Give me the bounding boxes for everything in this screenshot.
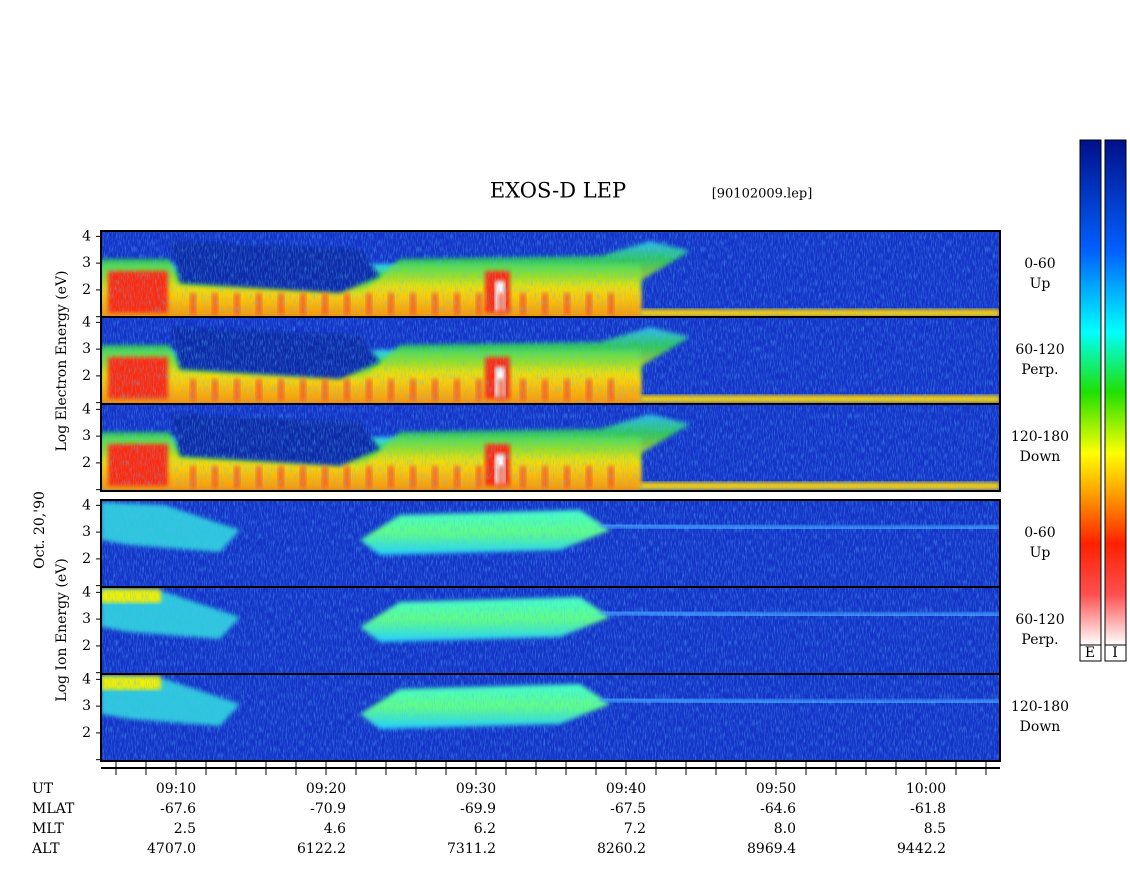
y-tick-label: 4	[82, 671, 91, 687]
speckle	[101, 587, 1000, 674]
speckle	[101, 231, 1000, 318]
panel-direction: Up	[1030, 276, 1051, 292]
y-tick-label: 2	[82, 638, 91, 654]
ephemeris-value: 8.0	[774, 821, 796, 837]
panel-direction: Perp.	[1021, 632, 1058, 648]
y-tick-label: 2	[82, 725, 91, 741]
spectrogram	[101, 587, 1000, 674]
panel: 4 3 2 120-180 Down	[82, 401, 1069, 492]
panel-frame	[100, 673, 1001, 762]
date-label: Oct. 20,'90	[32, 491, 48, 569]
colorbar-box	[1079, 644, 1102, 662]
y-tick-label: 4	[82, 314, 91, 330]
ion-axis-label: Log Ion Energy (eV)	[54, 558, 70, 701]
spectrogram	[101, 404, 1000, 491]
panel-angle: 120-180	[1011, 699, 1069, 715]
y-tick-label: 3	[82, 428, 91, 444]
spectrogram	[101, 317, 1000, 404]
electron-axis-label: Log Electron Energy (eV)	[54, 270, 70, 451]
y-tick-label: 4	[82, 584, 91, 600]
y-tick-label: 4	[82, 401, 91, 417]
y-tick-label: 2	[82, 282, 91, 298]
panel: 4 3 2 0-60 Up	[82, 228, 1056, 319]
ephemeris-value: -61.8	[910, 801, 946, 817]
ephemeris-value: 8969.4	[747, 841, 796, 857]
y-tick-label: 2	[82, 368, 91, 384]
spectrogram	[101, 674, 1000, 761]
ephemeris-value: 4707.0	[147, 841, 196, 857]
ephemeris-name: UT	[32, 781, 54, 797]
panel-direction: Up	[1030, 545, 1051, 561]
ephemeris-value: 6122.2	[297, 841, 346, 857]
x-tick-label: 09:10	[156, 781, 196, 797]
ephemeris-value: 2.5	[174, 821, 196, 837]
panel-direction: Perp.	[1021, 362, 1058, 378]
y-tick-label: 2	[82, 551, 91, 567]
panel-frame	[100, 403, 1001, 492]
ephemeris-value: -67.6	[160, 801, 196, 817]
x-tick-label: 09:50	[756, 781, 796, 797]
y-tick-label: 3	[82, 611, 91, 627]
ephemeris-value: -69.9	[460, 801, 496, 817]
x-tick-label: 09:30	[456, 781, 496, 797]
y-tick-label: 4	[82, 228, 91, 244]
panel-angle: 60-120	[1015, 612, 1064, 628]
colorbar	[1104, 139, 1127, 646]
panel-direction: Down	[1020, 449, 1061, 465]
ephemeris-name: ALT	[31, 841, 60, 857]
y-tick-label: 2	[82, 455, 91, 471]
panel-direction: Down	[1020, 719, 1061, 735]
ephemeris-name: MLAT	[32, 801, 75, 817]
spectrogram	[101, 500, 1000, 587]
title: EXOS-D LEP	[490, 179, 626, 203]
ephemeris-value: 4.6	[324, 821, 346, 837]
x-tick-label: 10:00	[906, 781, 946, 797]
ephemeris-value: 9442.2	[897, 841, 946, 857]
y-tick-label: 3	[82, 698, 91, 714]
ephemeris-name: MLT	[32, 821, 64, 837]
panel-angle: 120-180	[1011, 429, 1069, 445]
speckle	[101, 317, 1000, 404]
panel: 4 3 2 120-180 Down	[82, 671, 1069, 762]
panel-angle: 60-120	[1015, 342, 1064, 358]
panel: 4 3 2 60-120 Perp.	[82, 314, 1065, 405]
ephemeris-value: 8260.2	[597, 841, 646, 857]
ephemeris-value: -67.5	[610, 801, 646, 817]
colorbar-label: I	[1112, 645, 1118, 661]
panel-angle: 0-60	[1024, 525, 1055, 541]
file-name: [90102009.lep]	[712, 187, 813, 202]
speckle	[101, 404, 1000, 491]
colorbar-label: E	[1085, 645, 1095, 661]
y-tick-label: 3	[82, 255, 91, 271]
x-tick-label: 09:40	[606, 781, 646, 797]
speckle	[101, 674, 1000, 761]
spectrogram	[101, 231, 1000, 318]
panel-angle: 0-60	[1024, 256, 1055, 272]
colorbar	[1079, 139, 1102, 646]
x-tick-label: 09:20	[306, 781, 346, 797]
colorbar-box	[1104, 644, 1127, 662]
ephemeris-value: 7311.2	[447, 841, 496, 857]
y-tick-label: 3	[82, 341, 91, 357]
ephemeris-value: -70.9	[310, 801, 346, 817]
ephemeris-value: 7.2	[624, 821, 646, 837]
ephemeris-value: -64.6	[760, 801, 796, 817]
panel: 4 3 2 60-120 Perp.	[82, 584, 1065, 675]
ephemeris-value: 8.5	[924, 821, 946, 837]
panel: 4 3 2 0-60 Up	[82, 497, 1056, 588]
y-tick-label: 3	[82, 524, 91, 540]
ephemeris-value: 6.2	[474, 821, 496, 837]
y-tick-label: 4	[82, 497, 91, 513]
speckle	[101, 500, 1000, 587]
